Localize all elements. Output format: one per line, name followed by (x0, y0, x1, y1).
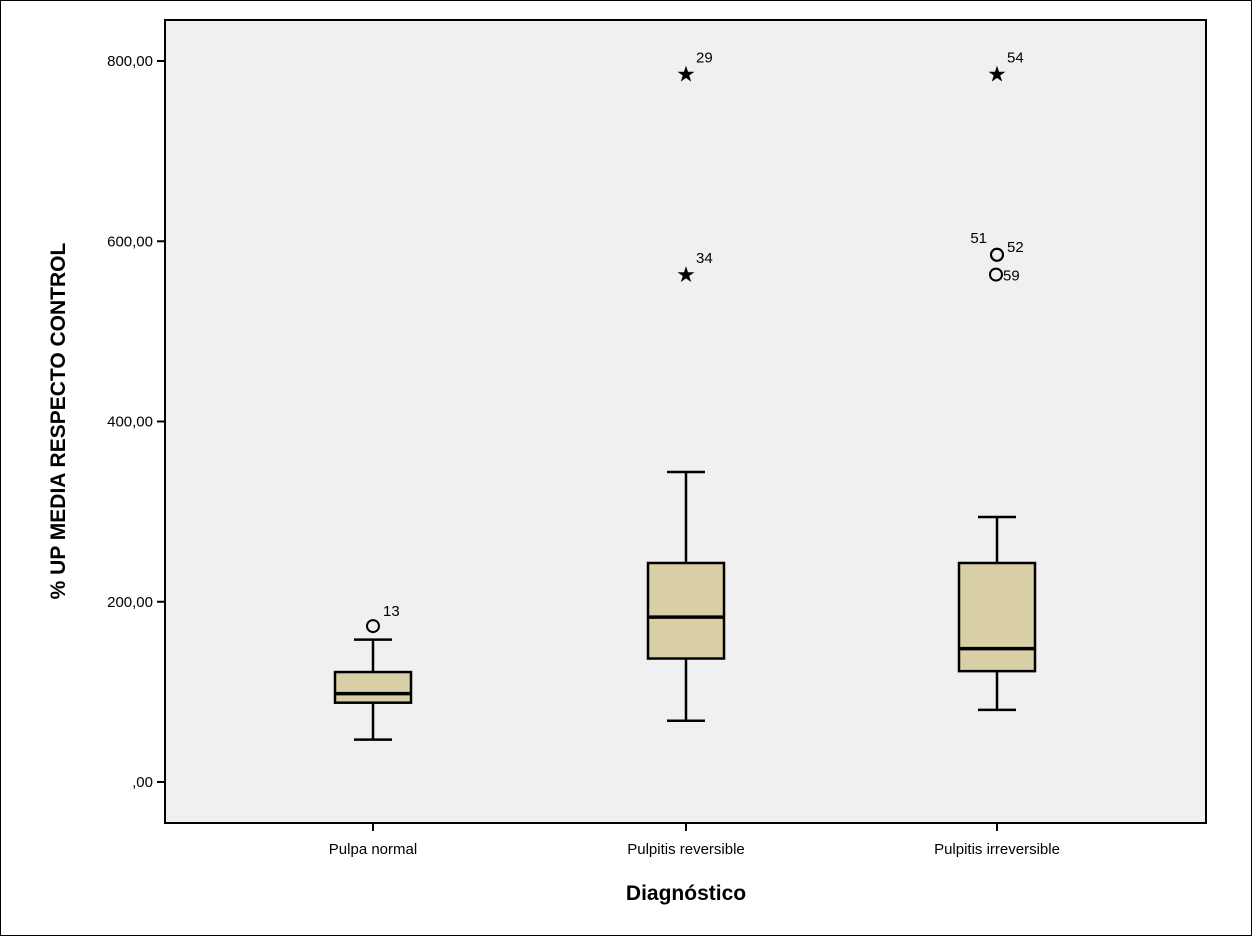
extreme-outlier-star: ★ (676, 262, 696, 287)
outlier-circle (366, 619, 380, 634)
x-tick-label: Pulpitis irreversible (934, 841, 1060, 858)
iqr-box (333, 670, 413, 704)
extreme-outlier-star: ★ (987, 62, 1007, 87)
x-tick-label: Pulpitis reversible (627, 841, 745, 858)
x-axis: Pulpa normal Pulpitis reversible Pulpitis … (329, 823, 1060, 858)
y-axis-title: % UP MEDIA RESPECTO CONTROL (47, 243, 70, 600)
outlier-label: 59 (1003, 268, 1020, 285)
y-tick-label: 200,00 (107, 594, 153, 611)
y-tick-label: ,00 (132, 774, 153, 791)
box-group: ★29★34 (646, 50, 726, 722)
iqr-box (957, 561, 1037, 673)
y-tick-label: 400,00 (107, 414, 153, 431)
y-tick-label: 600,00 (107, 233, 153, 250)
box-group: ★54 51 52 59 (957, 50, 1037, 712)
outlier-circle (989, 267, 1003, 282)
outlier-label: 54 (1007, 50, 1024, 67)
outlier-label: 29 (696, 50, 713, 67)
outlier-label: 51 (970, 230, 987, 247)
y-axis: ,00 200,00 400,00 600,00 800,00 (107, 53, 165, 791)
extreme-outlier-star: ★ (676, 62, 696, 87)
y-tick-label: 800,00 (107, 53, 153, 70)
outlier-label: 52 (1007, 239, 1024, 256)
x-axis-title: Diagnóstico (626, 882, 746, 905)
outlier-label: 34 (696, 250, 713, 267)
outlier-circle (990, 247, 1004, 262)
outlier-label: 13 (383, 603, 400, 620)
box-group: 13 (333, 603, 413, 741)
iqr-box (646, 561, 726, 660)
x-tick-label: Pulpa normal (329, 841, 417, 858)
